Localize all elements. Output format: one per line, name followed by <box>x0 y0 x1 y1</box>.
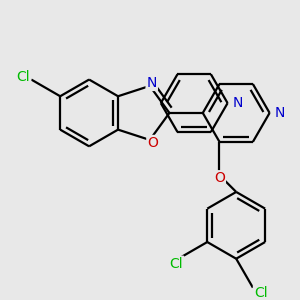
Text: Cl: Cl <box>254 286 268 300</box>
Text: N: N <box>232 96 243 110</box>
Text: O: O <box>214 171 225 185</box>
Text: N: N <box>147 76 157 90</box>
Text: N: N <box>274 106 285 120</box>
Text: O: O <box>147 136 158 150</box>
Text: Cl: Cl <box>16 70 30 84</box>
Text: Cl: Cl <box>169 256 183 271</box>
